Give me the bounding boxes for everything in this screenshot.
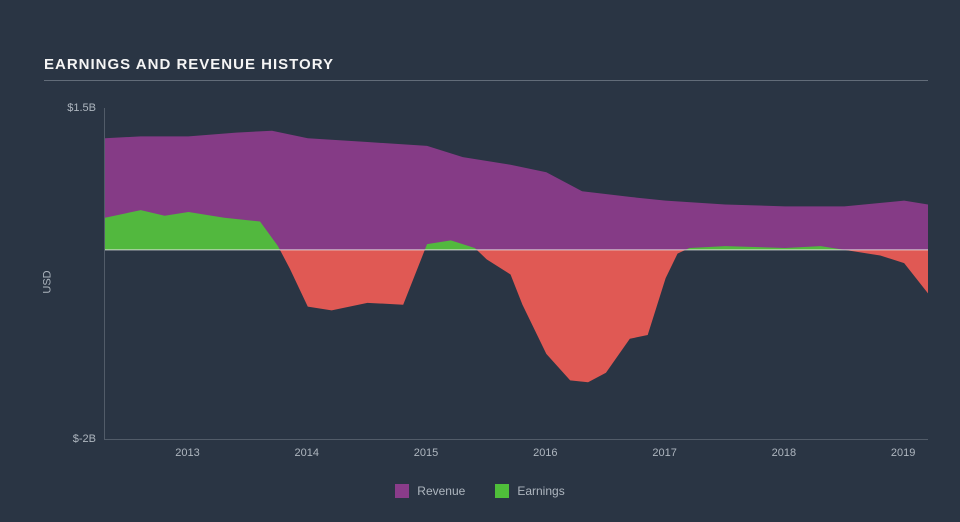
plot-svg [105, 108, 928, 439]
chart-area: USD $1.5B $-2B 2013 2014 2015 2016 2017 2018 201… [44, 94, 928, 470]
legend-item-revenue: Revenue [395, 484, 465, 498]
legend-item-earnings: Earnings [495, 484, 564, 498]
x-axis-tick-label: 2016 [533, 447, 557, 459]
y-axis-tick-label: $-2B [73, 433, 96, 445]
legend-label-revenue: Revenue [417, 484, 465, 498]
plot-region [104, 108, 928, 440]
x-axis-tick-label: 2014 [295, 447, 319, 459]
x-axis-tick-label: 2018 [772, 447, 796, 459]
y-axis-tick-label: $1.5B [67, 102, 96, 114]
x-axis-tick-label: 2013 [175, 447, 199, 459]
legend-label-earnings: Earnings [517, 484, 564, 498]
x-axis-tick-label: 2015 [414, 447, 438, 459]
legend-swatch-revenue [395, 484, 409, 498]
legend-swatch-earnings [495, 484, 509, 498]
chart-title: EARNINGS AND REVENUE HISTORY [44, 56, 334, 73]
y-axis-title: USD [42, 270, 54, 293]
x-axis-tick-label: 2017 [652, 447, 676, 459]
x-axis-tick-label: 2019 [891, 447, 915, 459]
chart-legend: Revenue Earnings [0, 484, 960, 498]
title-divider [44, 80, 928, 81]
